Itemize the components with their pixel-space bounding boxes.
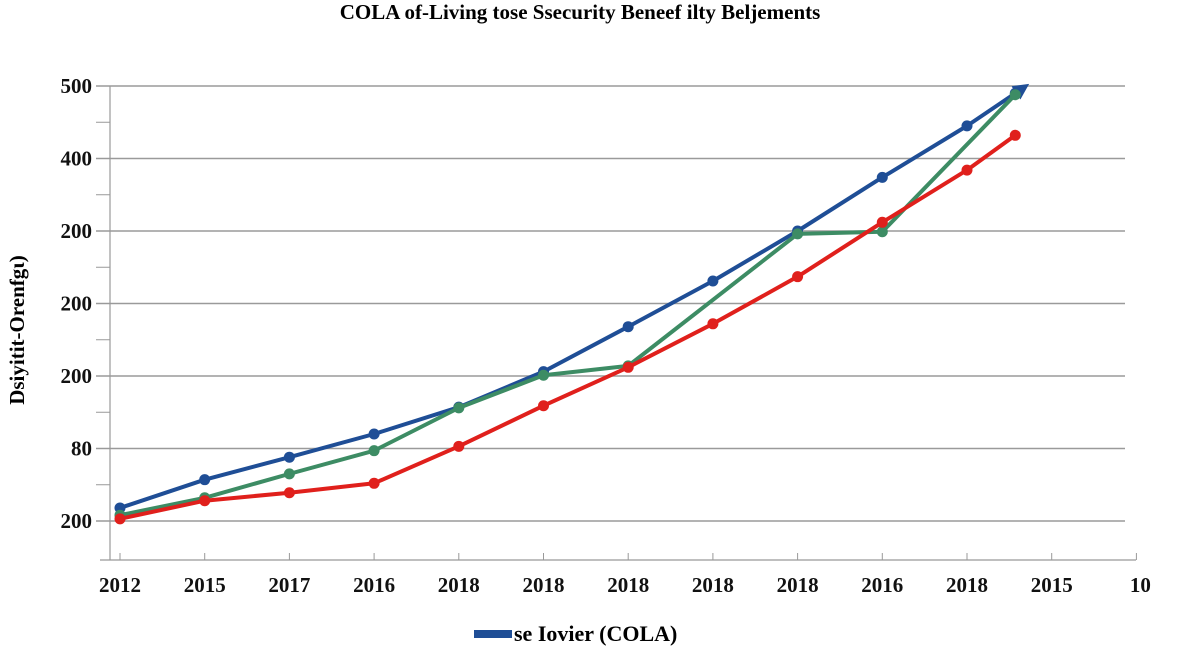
data-point bbox=[538, 400, 549, 412]
x-tick-label: 2018 bbox=[946, 573, 988, 597]
x-tick-label: 2018 bbox=[692, 573, 734, 597]
data-point bbox=[538, 369, 549, 381]
data-point bbox=[453, 402, 465, 414]
y-tick-label: 200 bbox=[61, 509, 93, 533]
axes: 200 80 200 200 200 400 500 2012 2015 2017 2016 2018… bbox=[61, 74, 1151, 597]
data-point bbox=[199, 474, 211, 486]
data-point bbox=[792, 271, 804, 283]
chart-title: COLA of-Living tose Ssecurity Beneef ilt… bbox=[340, 0, 821, 24]
data-point bbox=[707, 318, 719, 330]
series-group bbox=[114, 83, 1030, 525]
x-tick-label: 2018 bbox=[438, 573, 480, 597]
series-line-1 bbox=[119, 93, 1017, 518]
y-tick-label: 500 bbox=[61, 74, 93, 98]
data-point bbox=[961, 164, 973, 176]
legend-swatch bbox=[474, 630, 512, 638]
data-point bbox=[199, 495, 211, 507]
x-tick-label: 2012 bbox=[99, 573, 141, 597]
data-point bbox=[876, 226, 888, 238]
y-tick-label: 200 bbox=[61, 219, 93, 243]
series-line-0 bbox=[119, 83, 1030, 510]
x-tick-label: 2018 bbox=[777, 573, 819, 597]
data-point bbox=[368, 445, 380, 457]
y-tick-label: 400 bbox=[61, 147, 93, 171]
x-tick-label: 2018 bbox=[607, 573, 649, 597]
x-tick-label: 2016 bbox=[861, 573, 903, 597]
data-point bbox=[368, 428, 380, 440]
data-point bbox=[453, 440, 465, 452]
data-point bbox=[792, 228, 804, 240]
y-axis-label: Dsiyitit-Orenfgι) bbox=[5, 255, 29, 405]
x-tick-label: 2018 bbox=[523, 573, 565, 597]
y-tick-label: 200 bbox=[61, 292, 93, 316]
data-point bbox=[876, 171, 888, 183]
data-point bbox=[707, 275, 719, 287]
series-line-2 bbox=[119, 133, 1017, 521]
x-tick-label: 2015 bbox=[1031, 573, 1073, 597]
data-point bbox=[1009, 129, 1021, 141]
y-tick-label: 200 bbox=[61, 364, 93, 388]
x-tick-label: 10 bbox=[1130, 573, 1151, 597]
y-tick-label: 80 bbox=[71, 437, 92, 461]
data-point bbox=[283, 468, 295, 480]
data-point bbox=[961, 120, 973, 132]
data-point bbox=[622, 361, 634, 373]
data-point bbox=[283, 487, 295, 499]
x-tick-label: 2015 bbox=[184, 573, 226, 597]
data-point bbox=[368, 477, 380, 489]
data-point bbox=[622, 321, 634, 333]
x-tick-label: 2017 bbox=[268, 573, 310, 597]
x-tick-label: 2016 bbox=[353, 573, 395, 597]
data-point bbox=[114, 513, 126, 525]
gridlines bbox=[96, 85, 1125, 522]
data-point bbox=[1009, 89, 1021, 101]
data-point bbox=[283, 451, 295, 463]
data-point bbox=[876, 216, 888, 228]
legend: se Iovier (COLA) bbox=[474, 621, 677, 646]
legend-label: se Iovier (COLA) bbox=[514, 621, 677, 646]
